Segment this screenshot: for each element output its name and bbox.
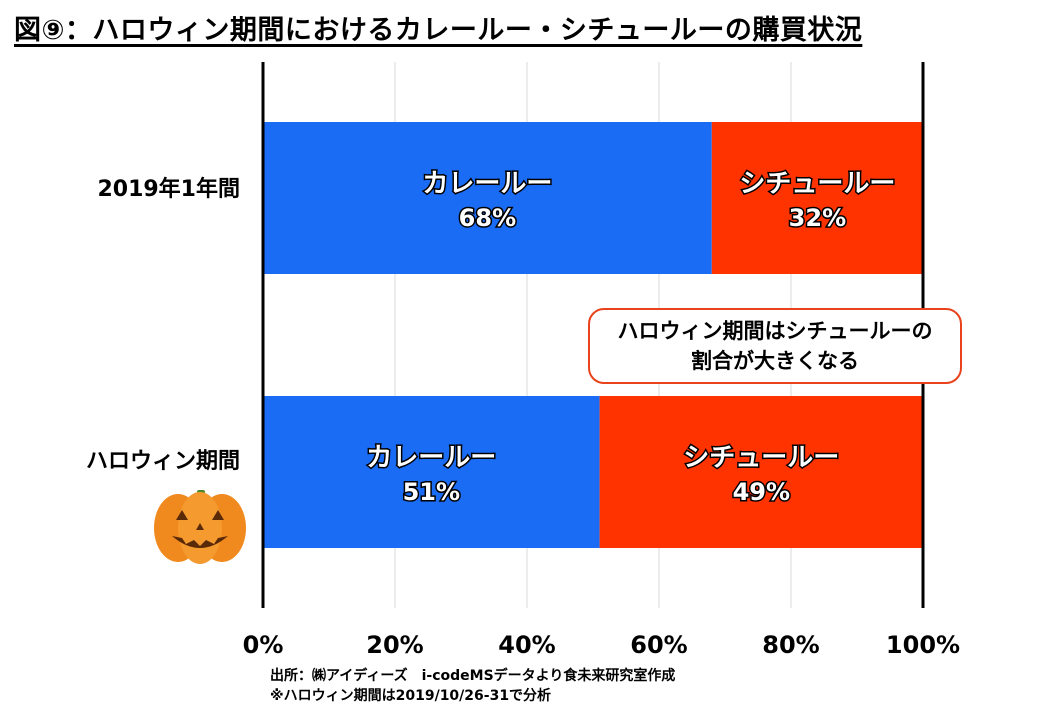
pumpkin-eye-right <box>212 510 224 520</box>
x-tick-label-100: 100% <box>886 631 960 659</box>
x-tick-label-60: 60% <box>630 631 687 659</box>
bar-series-label-0-1: シチュールー <box>739 169 895 199</box>
bar-1-series-0 <box>263 396 600 548</box>
x-tick-label-20: 20% <box>366 631 423 659</box>
x-tick-label-80: 80% <box>762 631 819 659</box>
jack-o-lantern-icon <box>154 490 246 564</box>
pumpkin-mouth <box>172 536 228 548</box>
bar-value-label-1-1: 49% <box>733 478 790 506</box>
bar-0-series-0 <box>263 122 712 274</box>
x-tick-label-0: 0% <box>243 631 284 659</box>
category-label-1: ハロウィン期間 <box>86 449 240 474</box>
source-footer: 出所：㈱アイディーズ i-codeMSデータより食未来研究室作成 ※ハロウィン期… <box>270 666 675 706</box>
bar-1-series-1 <box>599 396 923 548</box>
pumpkin-eye-left <box>176 510 188 520</box>
annotation-callout: ハロウィン期間はシチュールーの 割合が大きくなる <box>588 308 962 384</box>
bar-series-label-1-1: シチュールー <box>683 443 839 473</box>
bar-series-label-0-0: カレールー <box>422 169 552 199</box>
annotation-line-2: 割合が大きくなる <box>691 349 859 373</box>
source-note: 出所：㈱アイディーズ i-codeMSデータより食未来研究室作成 <box>270 668 676 684</box>
category-label-0: 2019年1年間 <box>97 176 240 202</box>
annotation-line-1: ハロウィン期間はシチュールーの <box>617 319 933 343</box>
bar-0-series-1 <box>711 122 923 274</box>
bar-value-label-0-0: 68% <box>459 204 516 232</box>
bar-series-label-1-0: カレールー <box>366 443 496 473</box>
x-tick-label-40: 40% <box>498 631 555 659</box>
bar-value-label-1-0: 51% <box>403 478 460 506</box>
pumpkin-nose <box>196 523 204 530</box>
bar-value-label-0-1: 32% <box>789 204 846 232</box>
chart-title: 図⑨：ハロウィン期間におけるカレールー・シチュールーの購買状況 <box>14 15 863 46</box>
period-note: ※ハロウィン期間は2019/10/26-31で分析 <box>270 688 552 704</box>
